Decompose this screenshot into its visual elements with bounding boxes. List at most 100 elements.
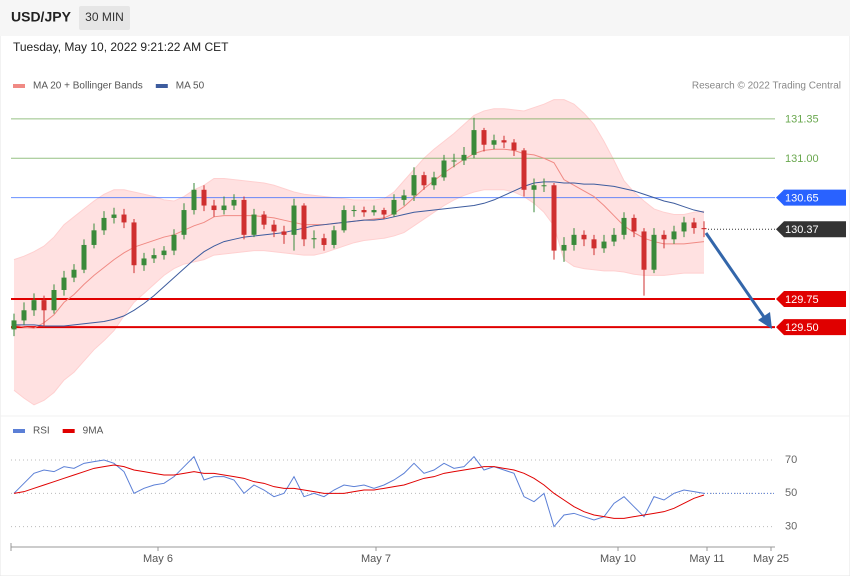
legend-swatch (62, 429, 75, 433)
candle-body (441, 160, 447, 178)
y-tick-label: 30 (785, 521, 797, 533)
candle-body (61, 277, 67, 290)
ma50-line (14, 181, 705, 327)
candle-body (201, 189, 207, 206)
candle-body (331, 230, 337, 245)
candle-body (141, 258, 147, 266)
candle-body (341, 210, 347, 231)
plot: 131.35 131.00 130.65 130.37 129.75 129.50 MA 2… (10, 81, 846, 565)
legend-label: 9MA (83, 426, 104, 437)
copyright: Research © 2022 Trading Central (692, 81, 841, 92)
candle-body (601, 241, 607, 249)
candle-body (501, 140, 507, 143)
candle-body (71, 269, 77, 278)
candle-body (571, 234, 577, 245)
interval[interactable]: 30 MIN (85, 10, 124, 24)
candle-body (651, 234, 657, 270)
candle-body (511, 142, 517, 151)
candle-body (631, 217, 637, 232)
candle-body (11, 320, 17, 330)
candle-body (471, 130, 477, 155)
indicator-line (13, 464, 705, 519)
candle-body (241, 199, 247, 235)
candle-body (701, 228, 707, 230)
candle-body (271, 224, 277, 232)
candle-body (551, 185, 557, 251)
x-tick-label: May 25 (753, 553, 789, 565)
bollinger-band (14, 99, 704, 405)
candle-body (641, 231, 647, 270)
level-tag (776, 319, 846, 336)
level-label: 130.37 (785, 224, 819, 236)
candle-body (261, 214, 267, 225)
y-tick-label: 70 (785, 454, 797, 466)
legend-swatch (155, 84, 168, 88)
legend-label: MA 20 + Bollinger Bands (33, 81, 143, 92)
symbol: USD/JPY (11, 9, 72, 25)
y-tick-label: 50 (785, 487, 797, 499)
level-label: 131.00 (785, 153, 819, 165)
level-label: 131.35 (785, 114, 819, 126)
level-label: 129.75 (785, 294, 819, 306)
candle-body (251, 214, 257, 235)
candle-body (461, 154, 467, 161)
candle-body (411, 175, 417, 196)
candle-body (491, 140, 497, 145)
level-tag (776, 221, 846, 238)
candle-body (31, 300, 37, 311)
legend-label: MA 50 (176, 81, 205, 92)
candle-body (211, 205, 217, 211)
candle-body (171, 234, 177, 251)
candle-body (351, 210, 357, 212)
candle-body (581, 234, 587, 240)
candle-body (121, 214, 127, 223)
level-label: 129.50 (785, 322, 819, 334)
x-tick-label: May 6 (143, 553, 173, 565)
candle-body (541, 185, 547, 187)
candle-body (681, 222, 687, 232)
legend-swatch (13, 84, 25, 88)
candle-body (151, 255, 157, 259)
x-tick-label: May 10 (600, 553, 636, 565)
forecast-arrowhead (758, 312, 772, 329)
candle-body (561, 244, 567, 251)
candle-body (81, 244, 87, 270)
candle-body (131, 222, 137, 266)
candle-body (181, 210, 187, 235)
candle-body (101, 217, 107, 231)
legend-label: RSI (33, 426, 50, 437)
header-bar (0, 0, 850, 36)
candle-body (621, 217, 627, 235)
candle-body (591, 239, 597, 249)
candle-body (481, 130, 487, 145)
candle-body (321, 238, 327, 245)
candle-body (371, 210, 377, 213)
candle-body (41, 300, 47, 311)
interval-box[interactable] (79, 6, 130, 30)
legend-swatch (13, 429, 25, 433)
candle-body (661, 234, 667, 240)
x-tick-label: May 7 (361, 553, 391, 565)
candle-body (401, 195, 407, 200)
candle-body (311, 238, 317, 240)
forecast-arrow (704, 232, 768, 321)
candle-body (21, 310, 27, 321)
candle-body (281, 231, 287, 235)
bollinger-lower (13, 189, 704, 406)
level-tag (776, 291, 846, 308)
candle-body (521, 150, 527, 190)
candle-body (221, 205, 227, 211)
x-tick-label: May 11 (689, 553, 724, 565)
candle-body (691, 222, 697, 229)
candle-body (301, 205, 307, 240)
candle-body (531, 185, 537, 190)
candle-body (391, 199, 397, 215)
timestamp: Tuesday, May 10, 2022 9:21:22 AM CET (13, 40, 229, 54)
candle-body (431, 177, 437, 186)
candle-body (231, 199, 237, 206)
candle-body (671, 231, 677, 240)
candle-body (51, 290, 57, 311)
candle-body (191, 189, 197, 211)
